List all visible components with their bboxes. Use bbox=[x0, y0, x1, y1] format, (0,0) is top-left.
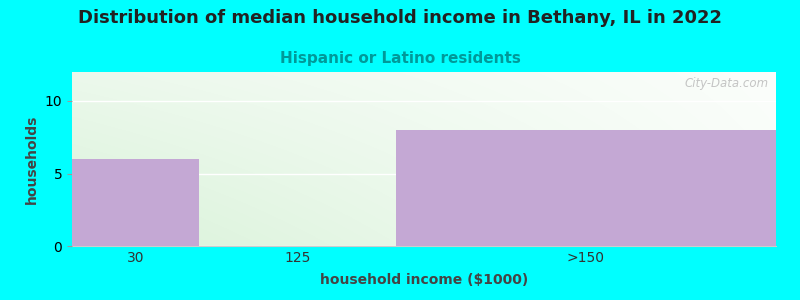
Text: Distribution of median household income in Bethany, IL in 2022: Distribution of median household income … bbox=[78, 9, 722, 27]
Bar bbox=[396, 130, 776, 246]
Bar bbox=[72, 159, 198, 246]
X-axis label: household income ($1000): household income ($1000) bbox=[320, 273, 528, 287]
Text: City-Data.com: City-Data.com bbox=[685, 77, 769, 90]
Y-axis label: households: households bbox=[25, 114, 39, 204]
Text: Hispanic or Latino residents: Hispanic or Latino residents bbox=[279, 51, 521, 66]
